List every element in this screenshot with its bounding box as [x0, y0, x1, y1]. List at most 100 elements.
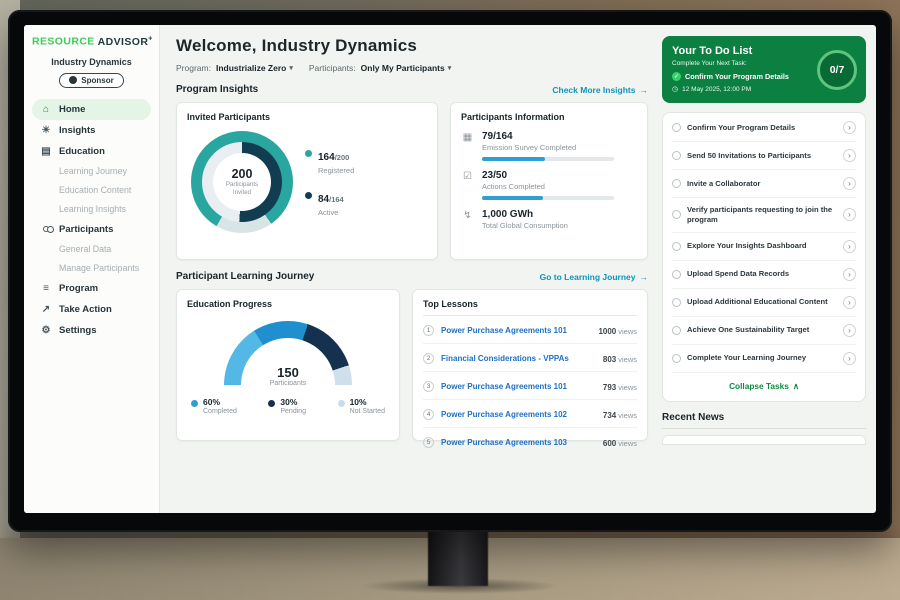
clock-icon: ◷ — [672, 85, 678, 93]
sidebar-item-label: Program — [59, 283, 98, 294]
card-title: Invited Participants — [187, 112, 427, 122]
lesson-link[interactable]: Power Purchase Agreements 101 — [441, 382, 596, 391]
task-checkbox[interactable] — [672, 123, 681, 132]
chevron-right-icon[interactable]: › — [843, 268, 856, 281]
sidebar-item-general-data[interactable]: General Data — [32, 240, 151, 259]
task-checkbox[interactable] — [672, 354, 681, 363]
chevron-right-icon[interactable]: › — [843, 352, 856, 365]
chevron-right-icon[interactable]: › — [843, 240, 856, 253]
todo-task-list: Confirm Your Program Details › Send 50 I… — [662, 112, 866, 402]
recent-news-card-partial — [662, 435, 866, 445]
task-row[interactable]: Complete Your Learning Journey › — [672, 345, 856, 373]
task-row[interactable]: Explore Your Insights Dashboard › — [672, 233, 856, 261]
task-checkbox[interactable] — [672, 270, 681, 279]
sidebar-item-insights[interactable]: ☀ Insights — [32, 120, 151, 141]
education-icon: ▤ — [40, 146, 52, 157]
sponsor-icon — [69, 76, 77, 84]
sidebar-item-settings[interactable]: ⚙ Settings — [32, 320, 151, 341]
consumption-icon: ↯ — [461, 210, 474, 221]
sidebar-item-education-content[interactable]: Education Content — [32, 181, 151, 200]
task-row[interactable]: Achieve One Sustainability Target › — [672, 317, 856, 345]
actions-icon: ☑ — [461, 171, 474, 182]
organization-name: Industry Dynamics — [32, 57, 151, 67]
task-checkbox[interactable] — [672, 298, 681, 307]
task-row[interactable]: Invite a Collaborator › — [672, 170, 856, 198]
donut-legend: 164/200 Registered 84/164 Active — [305, 147, 354, 217]
lesson-link[interactable]: Power Purchase Agreements 102 — [441, 410, 596, 419]
education-progress-card: Education Progress 150 Participants — [176, 289, 400, 441]
task-checkbox[interactable] — [672, 179, 681, 188]
chevron-right-icon[interactable]: › — [843, 324, 856, 337]
gauge-legend: 60% Completed 30% Pending — [187, 397, 389, 415]
task-row[interactable]: Upload Additional Educational Content › — [672, 289, 856, 317]
legend-item-active: 84/164 Active — [305, 189, 354, 217]
sidebar-item-manage-participants[interactable]: Manage Participants — [32, 259, 151, 278]
task-checkbox[interactable] — [672, 242, 681, 251]
task-checkbox[interactable] — [672, 326, 681, 335]
sponsor-label: Sponsor — [81, 76, 113, 85]
insights-icon: ☀ — [40, 125, 52, 136]
not-started-dot — [338, 400, 345, 407]
task-row[interactable]: Upload Spend Data Records › — [672, 261, 856, 289]
check-more-insights-link[interactable]: Check More Insights → — [552, 85, 648, 95]
sidebar-item-label: Home — [59, 104, 85, 115]
collapse-up-icon: ∧ — [793, 381, 799, 391]
sidebar-item-education[interactable]: ▤ Education — [32, 141, 151, 162]
page-title: Welcome, Industry Dynamics — [176, 36, 648, 56]
task-row[interactable]: Verify participants requesting to join t… — [672, 198, 856, 233]
participants-icon — [40, 226, 52, 232]
todo-progress-ring: 0/7 — [817, 50, 857, 90]
program-icon: ≡ — [40, 283, 52, 294]
task-row[interactable]: Send 50 Invitations to Participants › — [672, 142, 856, 170]
sponsor-badge[interactable]: Sponsor — [59, 73, 123, 88]
chevron-right-icon[interactable]: › — [843, 149, 856, 162]
sidebar: RESOURCE ADVISOR+ Industry Dynamics Spon… — [24, 25, 160, 513]
registered-dot — [305, 150, 312, 157]
participants-select[interactable]: Only My Participants ▾ — [361, 63, 452, 73]
lesson-rank: 4 — [423, 409, 434, 420]
lesson-row: 1 Power Purchase Agreements 101 1000view… — [423, 316, 637, 344]
go-to-learning-journey-link[interactable]: Go to Learning Journey → — [540, 272, 648, 282]
lesson-row: 5 Power Purchase Agreements 103 600views — [423, 428, 637, 455]
sidebar-item-home[interactable]: ⌂ Home — [32, 99, 151, 120]
chevron-right-icon[interactable]: › — [843, 296, 856, 309]
sidebar-item-label: Insights — [59, 125, 95, 136]
lesson-link[interactable]: Power Purchase Agreements 101 — [441, 326, 591, 335]
sidebar-item-participants[interactable]: Participants — [32, 219, 151, 240]
info-row-actions-completed: ☑ 23/50 Actions Completed — [461, 170, 637, 200]
sidebar-item-learning-insights[interactable]: Learning Insights — [32, 200, 151, 219]
todo-next-task[interactable]: ✓ Confirm Your Program Details — [672, 72, 804, 81]
task-checkbox[interactable] — [672, 151, 681, 160]
insights-cards-row: Invited Participants 200 Participants In… — [176, 102, 648, 260]
take-action-icon: ↗ — [40, 304, 52, 315]
sidebar-item-learning-journey[interactable]: Learning Journey — [32, 162, 151, 181]
program-select[interactable]: Industrialize Zero ▾ — [216, 63, 293, 73]
sidebar-item-program[interactable]: ≡ Program — [32, 278, 151, 299]
app-logo: RESOURCE ADVISOR+ — [32, 35, 151, 48]
lesson-row: 2 Financial Considerations - VPPAs 803vi… — [423, 344, 637, 372]
lesson-row: 4 Power Purchase Agreements 102 734views — [423, 400, 637, 428]
participants-information-card: Participants Information ▦ 79/164 Emissi… — [450, 102, 648, 260]
chevron-right-icon[interactable]: › — [843, 177, 856, 190]
monitor-stand — [428, 530, 488, 586]
sidebar-item-label: Take Action — [59, 304, 112, 315]
invited-participants-donut-chart: 200 Participants Invited — [191, 131, 293, 233]
arrow-right-icon: → — [640, 272, 649, 282]
task-checkbox[interactable] — [672, 210, 681, 219]
legend-item-registered: 164/200 Registered — [305, 147, 354, 175]
lesson-rank: 1 — [423, 325, 434, 336]
section-title: Program Insights — [176, 84, 258, 95]
lesson-link[interactable]: Financial Considerations - VPPAs — [441, 354, 596, 363]
sidebar-item-label: Participants — [59, 224, 113, 235]
collapse-tasks-button[interactable]: Collapse Tasks ∧ — [672, 373, 856, 400]
completed-dot — [191, 400, 198, 407]
task-row[interactable]: Confirm Your Program Details › — [672, 114, 856, 142]
chevron-right-icon[interactable]: › — [843, 121, 856, 134]
legend-item-pending: 30% Pending — [268, 397, 306, 415]
chevron-right-icon[interactable]: › — [843, 208, 856, 221]
main-content: Welcome, Industry Dynamics Program: Indu… — [160, 25, 660, 513]
chevron-down-icon: ▾ — [289, 64, 293, 72]
sidebar-item-take-action[interactable]: ↗ Take Action — [32, 299, 151, 320]
check-icon: ✓ — [672, 72, 681, 81]
lesson-link[interactable]: Power Purchase Agreements 103 — [441, 438, 596, 447]
